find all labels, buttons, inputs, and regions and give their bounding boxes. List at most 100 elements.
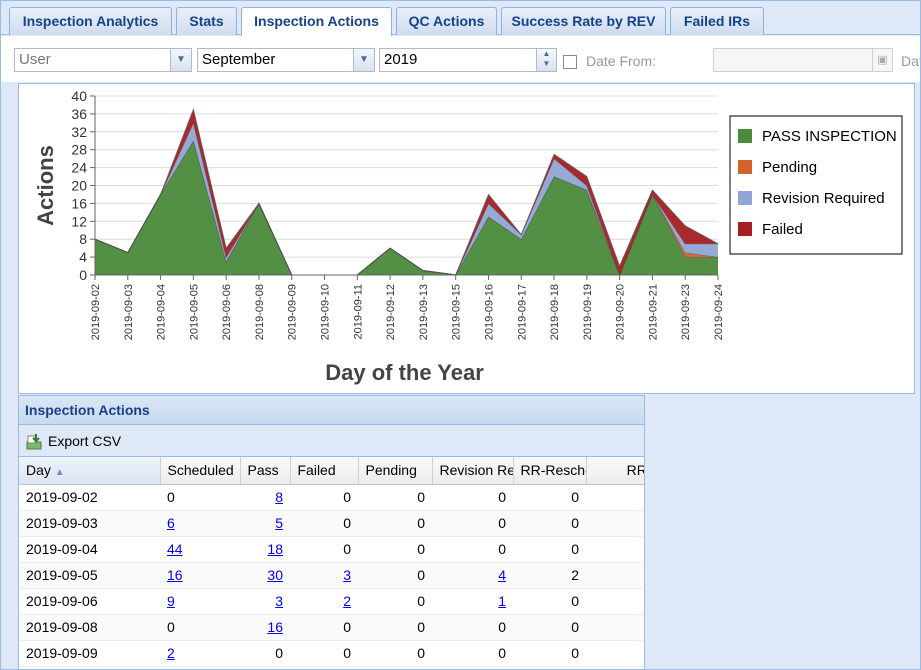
- failed-link[interactable]: 2: [343, 593, 351, 609]
- cell-day: 2019-09-03: [19, 510, 160, 537]
- cell-scheduled: 16: [160, 562, 240, 589]
- legend-swatch: [738, 191, 752, 205]
- cell-rr: 0: [513, 640, 586, 667]
- year-spinner[interactable]: 2019 ▲ ▼: [379, 48, 557, 72]
- cell-rr: 0: [513, 614, 586, 641]
- cell-rr: 0: [513, 588, 586, 615]
- area-series-0: [95, 140, 718, 275]
- y-tick-label: 4: [79, 249, 87, 265]
- column-header-revision-required[interactable]: Revision Rec: [432, 457, 514, 485]
- table-row[interactable]: 2019-09-06 9 3 2 0 1 0: [19, 588, 644, 615]
- cell-scheduled: 0: [160, 614, 240, 641]
- column-header-rr-rescheduled[interactable]: RR-Resche: [513, 457, 587, 485]
- legend-swatch: [738, 222, 752, 236]
- y-tick-label: 20: [71, 178, 87, 194]
- cell-pending: 0: [358, 614, 432, 641]
- cell-rr-other: [586, 640, 644, 667]
- cell-pass: 16: [240, 614, 290, 641]
- pass-link[interactable]: 16: [267, 619, 283, 635]
- cell-scheduled: 44: [160, 536, 240, 563]
- cell-failed: 0: [290, 614, 358, 641]
- cell-revision: 0: [432, 536, 513, 563]
- pass-link[interactable]: 18: [267, 541, 283, 557]
- user-combo[interactable]: User ▼: [14, 48, 192, 72]
- tab-inspection-actions[interactable]: Inspection Actions: [241, 7, 392, 36]
- x-tick-label: 2019-09-21: [647, 284, 659, 340]
- tab-failed-irs[interactable]: Failed IRs: [670, 7, 764, 35]
- table-row[interactable]: 2019-09-02 0 8 0 0 0 0: [19, 484, 644, 511]
- cell-pending: 0: [358, 588, 432, 615]
- x-tick-label: 2019-09-09: [287, 284, 299, 340]
- column-header-day[interactable]: Day ▲: [19, 457, 161, 485]
- table-row[interactable]: 2019-09-08 0 16 0 0 0 0: [19, 614, 644, 641]
- tab-qc-actions[interactable]: QC Actions: [396, 7, 497, 35]
- month-combo-value: September: [202, 51, 276, 68]
- cell-pass: 30: [240, 562, 290, 589]
- chevron-down-icon[interactable]: ▼: [353, 49, 374, 71]
- scheduled-link[interactable]: 2: [167, 645, 175, 661]
- cell-failed: 0: [290, 536, 358, 563]
- x-tick-label: 2019-09-04: [156, 284, 168, 340]
- x-tick-label: 2019-09-05: [188, 284, 200, 340]
- cell-pass: 5: [240, 510, 290, 537]
- tab-success-rate-by-rev[interactable]: Success Rate by REV: [501, 7, 666, 35]
- cell-scheduled: 6: [160, 510, 240, 537]
- spinner-arrows-icon[interactable]: ▲ ▼: [536, 49, 556, 71]
- x-tick-label: 2019-09-08: [254, 284, 266, 340]
- table-row[interactable]: 2019-09-04 44 18 0 0 0 0: [19, 536, 644, 563]
- x-tick-label: 2019-09-10: [320, 284, 332, 340]
- date-from-field[interactable]: ▣: [713, 48, 893, 72]
- y-tick-label: 40: [71, 88, 87, 104]
- legend-label: Revision Required: [762, 190, 885, 207]
- date-range-checkbox[interactable]: [563, 55, 577, 69]
- revision-link[interactable]: 4: [498, 567, 506, 583]
- x-tick-label: 2019-09-13: [418, 284, 430, 340]
- legend-label: Failed: [762, 221, 803, 238]
- cell-pass: 8: [240, 484, 290, 511]
- cell-day: 2019-09-04: [19, 536, 160, 563]
- cell-rr-other: [586, 588, 644, 615]
- calendar-icon[interactable]: ▣: [872, 49, 892, 71]
- cell-scheduled: 9: [160, 588, 240, 615]
- filter-toolbar: User ▼ September ▼ 2019 ▲ ▼ Date From: ▣ …: [1, 36, 920, 82]
- pass-link[interactable]: 3: [275, 593, 283, 609]
- tab-inspection-analytics[interactable]: Inspection Analytics: [9, 7, 172, 35]
- x-tick-label: 2019-09-11: [352, 284, 364, 339]
- grid-toolbar: Export CSV: [19, 425, 644, 457]
- tab-stats[interactable]: Stats: [176, 7, 237, 35]
- export-csv-label: Export CSV: [48, 433, 122, 449]
- column-header-pending[interactable]: Pending: [358, 457, 433, 485]
- pass-link[interactable]: 8: [275, 489, 283, 505]
- table-row[interactable]: 2019-09-05 16 30 3 0 4 2: [19, 562, 644, 589]
- scheduled-link[interactable]: 44: [167, 541, 183, 557]
- pass-link[interactable]: 5: [275, 515, 283, 531]
- scheduled-link[interactable]: 9: [167, 593, 175, 609]
- chevron-down-icon[interactable]: ▼: [170, 49, 191, 71]
- cell-rr: 0: [513, 510, 586, 537]
- cell-scheduled: 2: [160, 640, 240, 667]
- cell-pending: 0: [358, 640, 432, 667]
- failed-link[interactable]: 3: [343, 567, 351, 583]
- x-axis-title: Day of the Year: [325, 360, 484, 385]
- scheduled-link[interactable]: 6: [167, 515, 175, 531]
- pass-link[interactable]: 30: [267, 567, 283, 583]
- cell-revision: 4: [432, 562, 513, 589]
- column-header-pass[interactable]: Pass: [240, 457, 291, 485]
- export-csv-button[interactable]: Export CSV: [25, 433, 122, 450]
- area-series-line-3: [94, 107, 719, 276]
- cell-rr-other: [586, 536, 644, 563]
- cell-revision: 0: [432, 484, 513, 511]
- column-header-scheduled[interactable]: Scheduled: [160, 457, 241, 485]
- column-header-rr-other[interactable]: RR-: [586, 457, 644, 485]
- cell-rr: 0: [513, 484, 586, 511]
- scheduled-link[interactable]: 16: [167, 567, 183, 583]
- x-tick-label: 2019-09-19: [582, 284, 594, 340]
- month-combo[interactable]: September ▼: [197, 48, 375, 72]
- table-row[interactable]: 2019-09-09 2 0 0 0 0 0: [19, 640, 644, 667]
- table-row[interactable]: 2019-09-03 6 5 0 0 0 0: [19, 510, 644, 537]
- legend-swatch: [738, 129, 752, 143]
- column-header-failed[interactable]: Failed: [290, 457, 359, 485]
- cell-pass: 3: [240, 588, 290, 615]
- revision-link[interactable]: 1: [498, 593, 506, 609]
